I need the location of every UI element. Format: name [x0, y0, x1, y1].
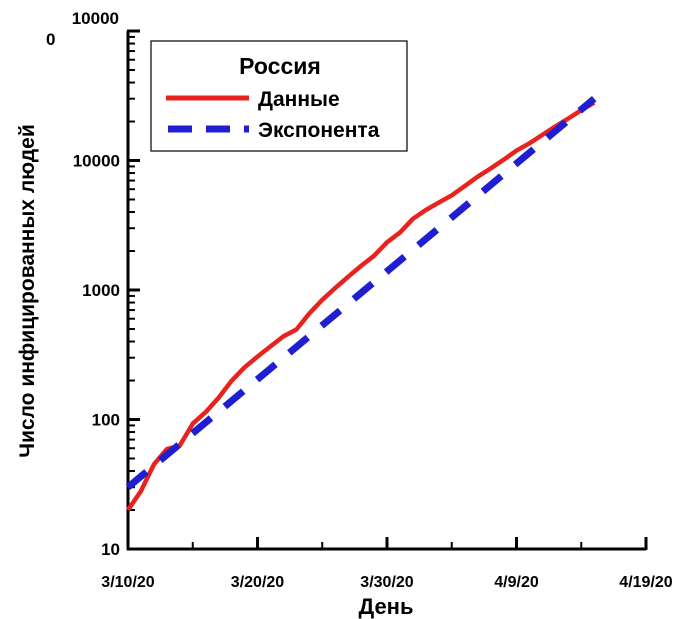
y-axis-title: Число инфицированных людей [16, 124, 39, 457]
y-tick-label: 100 [92, 411, 120, 430]
y-tick-label: 0 [46, 30, 55, 49]
y-tick-label: 10 [101, 540, 120, 559]
legend-title: Россия [239, 53, 321, 79]
x-tick-label: 3/30/20 [360, 574, 413, 591]
series-line-data [126, 100, 596, 512]
axes: 10 100 1000 10000 10000 0 3/10/20 3/20/20 3/30/2… [46, 9, 673, 591]
y-tick-label: 1000 [82, 281, 120, 300]
series-lines [125, 96, 597, 512]
legend: Россия Данные Экспонента [150, 40, 408, 152]
x-tick-label: 4/9/20 [494, 574, 539, 591]
legend-label-exponent: Экспонента [258, 119, 380, 142]
x-axis-title: День [359, 594, 414, 619]
y-tick-label: 10000 [72, 9, 119, 28]
y-tick-label: 10000 [73, 152, 120, 171]
series-line-exponent [125, 96, 597, 490]
legend-label-data: Данные [258, 88, 340, 111]
x-tick-label: 4/19/20 [619, 574, 672, 591]
x-tick-label: 3/10/20 [101, 574, 154, 591]
x-tick-label: 3/20/20 [231, 574, 284, 591]
